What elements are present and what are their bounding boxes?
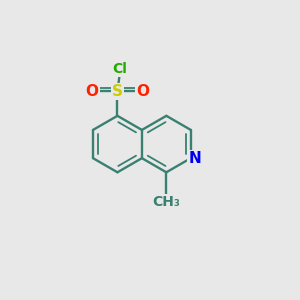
Text: N: N <box>188 151 201 166</box>
Text: O: O <box>136 84 149 99</box>
Text: S: S <box>112 84 123 99</box>
Text: Cl: Cl <box>112 62 127 76</box>
Text: CH₃: CH₃ <box>152 195 180 209</box>
Text: O: O <box>86 84 99 99</box>
